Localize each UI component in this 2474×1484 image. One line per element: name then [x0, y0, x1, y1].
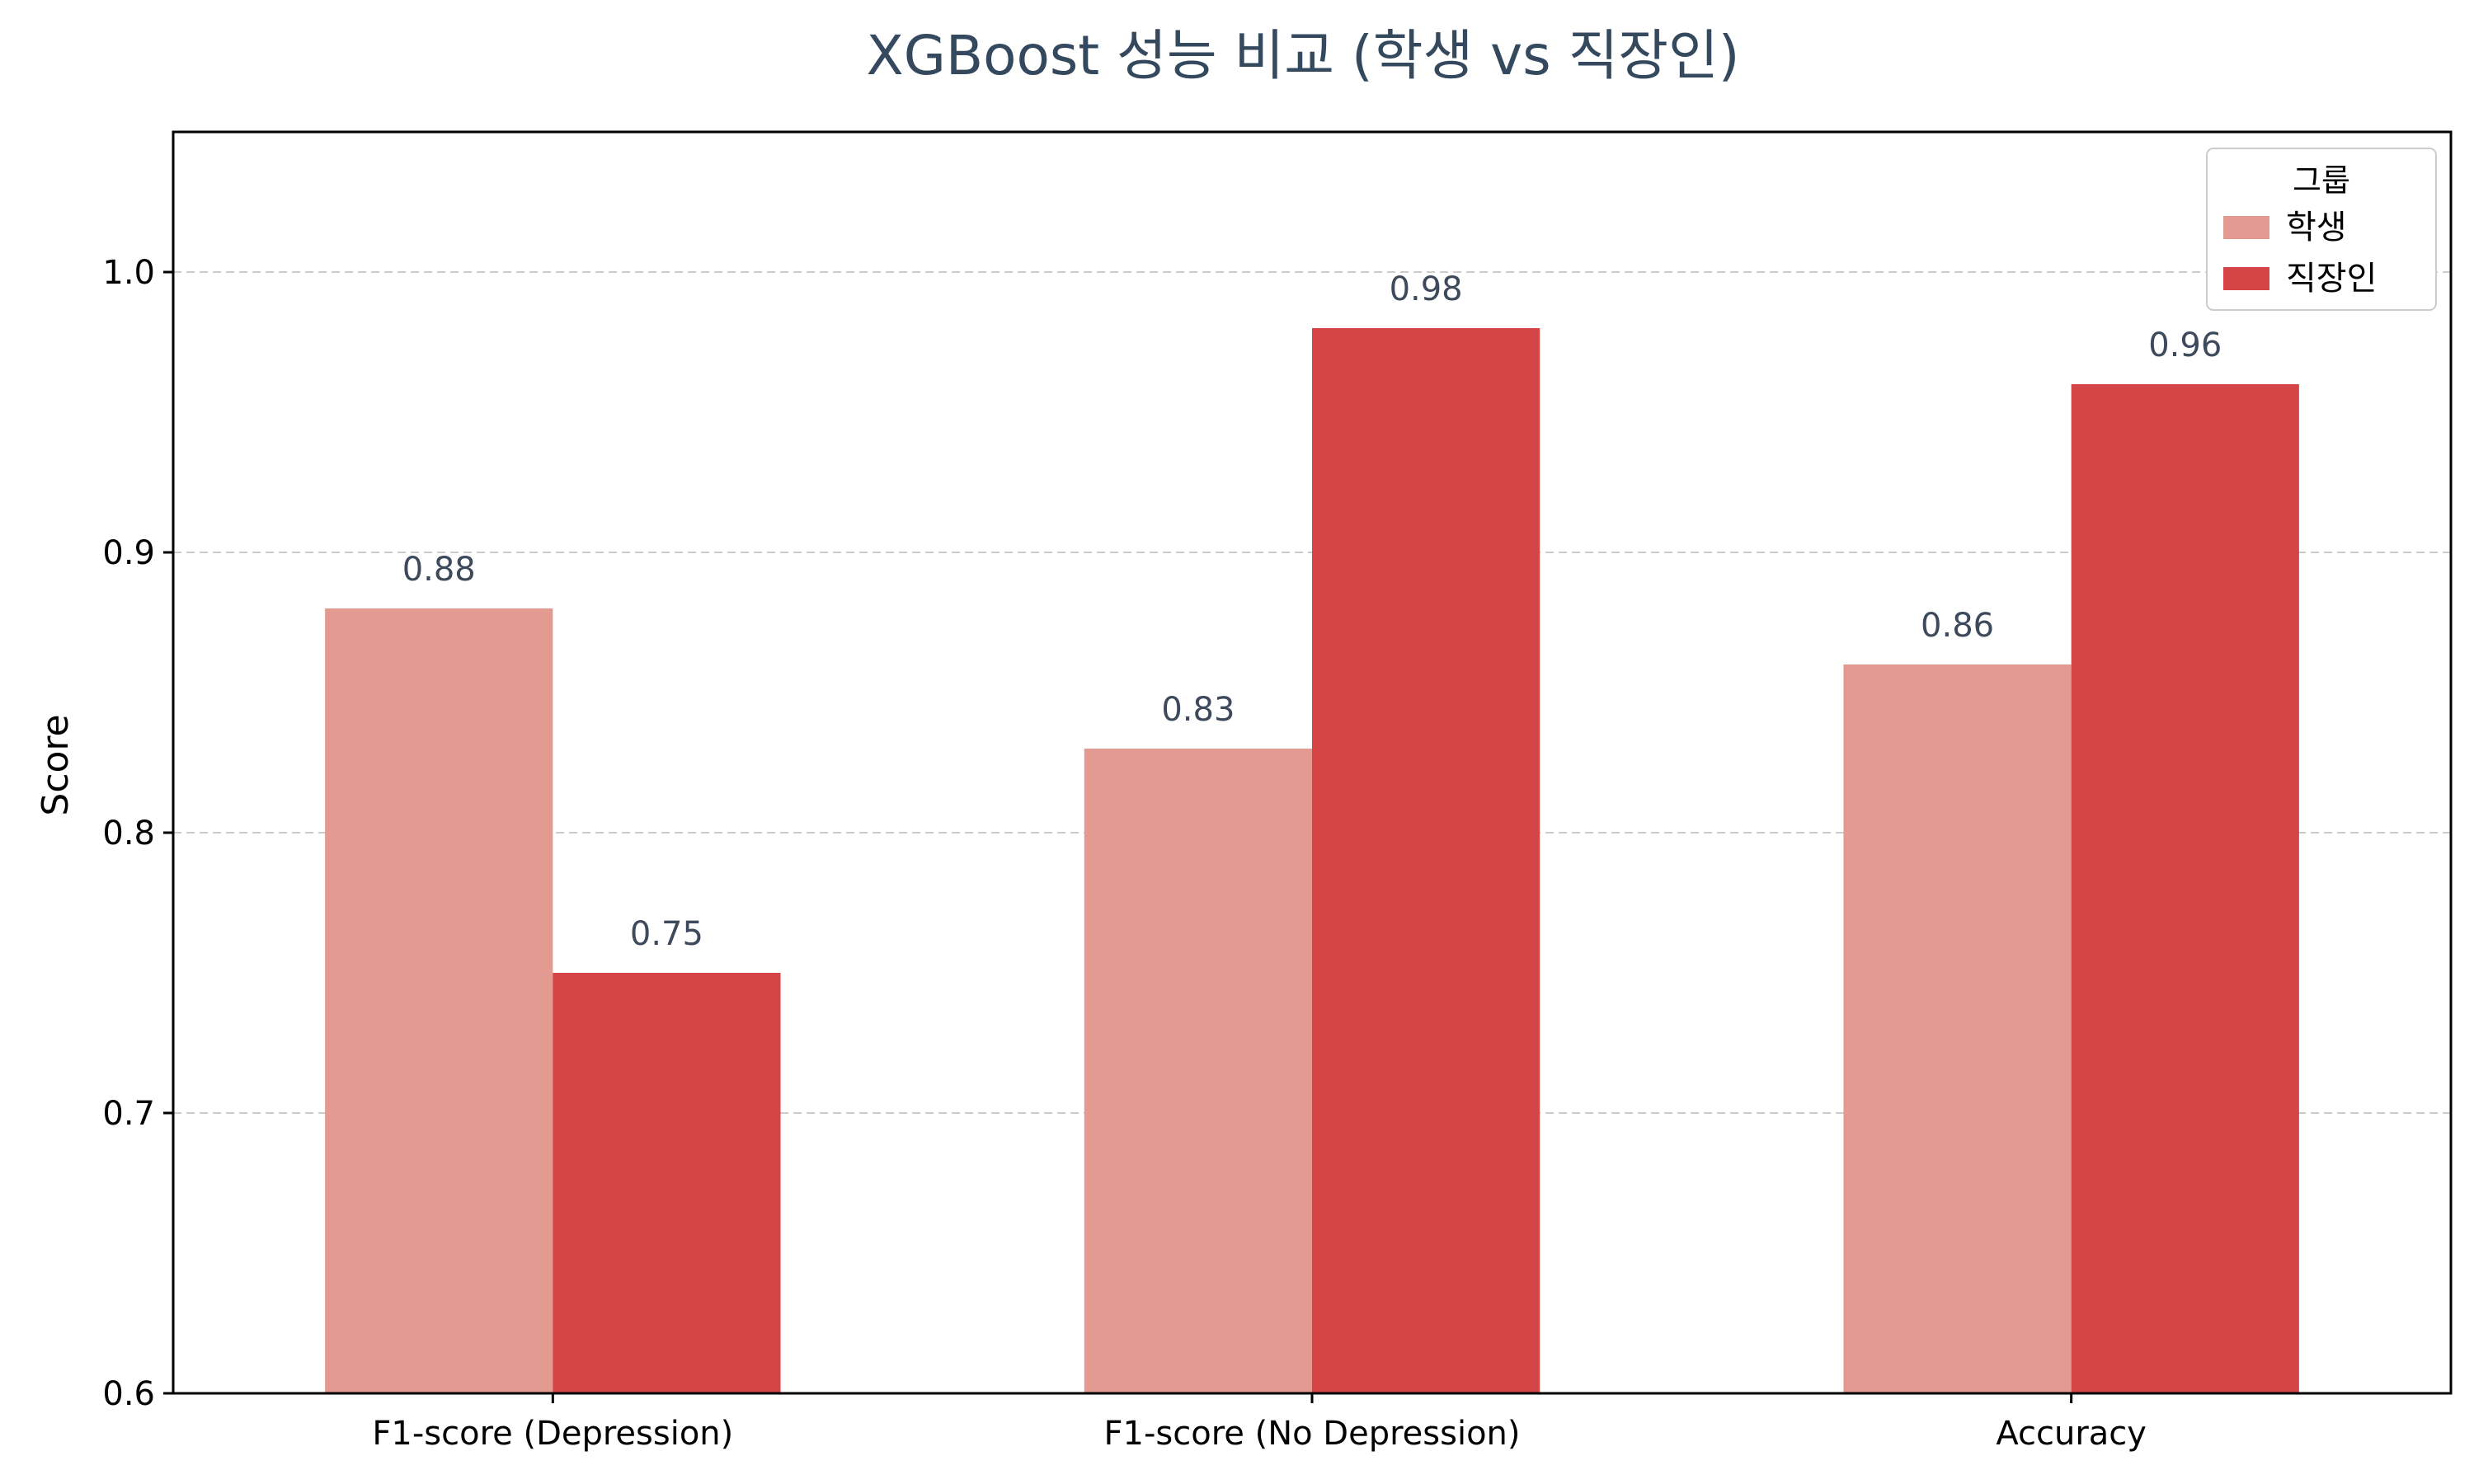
x-tick-label: F1-score (Depression)	[372, 1415, 733, 1453]
y-tick-label: 1.0	[102, 254, 155, 292]
data-label: 0.96	[2148, 326, 2222, 364]
legend-label: 학생	[2286, 209, 2347, 247]
legend-swatch	[2223, 267, 2269, 290]
y-tick-label: 0.8	[102, 815, 155, 852]
data-label: 0.98	[1390, 270, 1463, 308]
value-labels: 0.88 0.75 0.83 0.98 0.86 0.96	[402, 270, 2222, 953]
chart-title: XGBoost 성능 비교 (학생 vs 직장인)	[867, 24, 1740, 87]
x-tick-label: F1-score (No Depression)	[1104, 1415, 1521, 1453]
y-tick-label: 0.6	[102, 1375, 155, 1413]
bar	[1084, 749, 1312, 1393]
x-tick-label: Accuracy	[1996, 1415, 2147, 1453]
y-axis: 0.6 0.7 0.8 0.9 1.0	[102, 254, 173, 1413]
legend-label: 직장인	[2286, 260, 2377, 298]
bar	[2071, 384, 2299, 1393]
y-tick-label: 0.7	[102, 1095, 155, 1133]
y-tick-label: 0.9	[102, 534, 155, 572]
legend-title: 그룹	[2293, 162, 2350, 199]
data-label: 0.83	[1161, 691, 1235, 729]
bar	[1843, 665, 2072, 1393]
legend-swatch	[2223, 216, 2269, 239]
x-axis: F1-score (Depression) F1-score (No Depres…	[372, 1393, 2147, 1453]
y-axis-label: Score	[35, 714, 77, 815]
bar	[325, 608, 553, 1393]
data-label: 0.88	[402, 551, 476, 589]
bars	[325, 328, 2299, 1393]
bar	[1312, 328, 1540, 1393]
data-label: 0.75	[630, 915, 703, 953]
data-label: 0.86	[1921, 607, 1994, 645]
bar	[553, 973, 781, 1393]
